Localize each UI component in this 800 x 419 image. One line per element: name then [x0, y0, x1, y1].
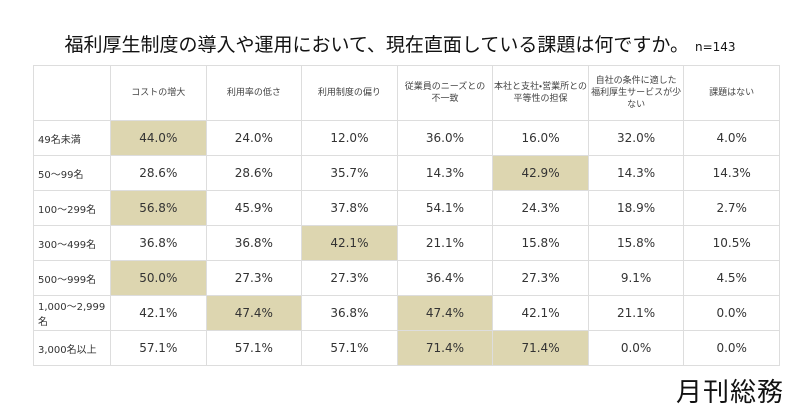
cell: 2.7%: [683, 190, 780, 226]
cell: 42.1%: [301, 225, 398, 261]
cell: 71.4%: [492, 330, 589, 366]
logo: 月刊総務: [675, 378, 784, 408]
cell: 4.0%: [683, 120, 780, 156]
row-label: 50〜99名: [33, 155, 111, 191]
cell: 36.8%: [205, 225, 303, 261]
cell: 0.0%: [683, 330, 780, 366]
row: 3,000名以上 57.1% 57.1% 57.1% 71.4% 71.4% 0.0% 0.0…: [33, 330, 780, 366]
corner-cell: [33, 65, 111, 121]
cell: 0.0%: [587, 330, 685, 366]
cell: 21.1%: [587, 295, 685, 331]
cell: 42.1%: [110, 295, 207, 331]
cell: 24.3%: [492, 190, 589, 226]
cell: 9.1%: [587, 260, 685, 296]
cell: 71.4%: [396, 330, 494, 366]
table-body: 49名未満 44.0% 24.0% 12.0% 36.0% 16.0% 32.0% 4.0% 5…: [33, 120, 780, 366]
row: 49名未満 44.0% 24.0% 12.0% 36.0% 16.0% 32.0% 4.0%: [33, 120, 780, 156]
table: コストの増大 利用率の低さ 利用制度の偏り 従業員のニーズとの 不一致 本社と支社・営業…: [33, 65, 780, 366]
cell: 27.3%: [301, 260, 398, 296]
sample-size: n=143: [694, 40, 736, 54]
cell: 47.4%: [396, 295, 494, 331]
cell: 57.1%: [110, 330, 207, 366]
cell: 47.4%: [205, 295, 303, 331]
row-label: 3,000名以上: [33, 330, 111, 366]
cell: 21.1%: [396, 225, 494, 261]
cell: 32.0%: [587, 120, 685, 156]
row-label: 49名未満: [33, 120, 111, 156]
row: 300〜499名 36.8% 36.8% 42.1% 21.1% 15.8% 15.8% 10…: [33, 225, 780, 261]
cell: 16.0%: [492, 120, 589, 156]
column-header: コストの増大: [110, 65, 207, 121]
cell: 28.6%: [205, 155, 303, 191]
column-header: 課題はない: [683, 65, 780, 121]
column-header: 自社の条件に適した 福利厚生サービスが少ない: [587, 65, 685, 121]
column-header: 従業員のニーズとの 不一致: [396, 65, 494, 121]
cell: 0.0%: [683, 295, 780, 331]
cell: 24.0%: [205, 120, 303, 156]
column-header: 利用制度の偏り: [301, 65, 398, 121]
column-header: 利用率の低さ: [205, 65, 303, 121]
cell: 14.3%: [683, 155, 780, 191]
cell: 28.6%: [110, 155, 207, 191]
cell: 4.5%: [683, 260, 780, 296]
row-label: 300〜499名: [33, 225, 111, 261]
cell: 50.0%: [110, 260, 207, 296]
cell: 42.9%: [492, 155, 589, 191]
row-label: 100〜299名: [33, 190, 111, 226]
cell: 37.8%: [301, 190, 398, 226]
column-header: 本社と支社・営業所との 平等性の担保: [492, 65, 589, 121]
row-label: 1,000〜2,999名: [33, 295, 111, 331]
cell: 35.7%: [301, 155, 398, 191]
cell: 10.5%: [683, 225, 780, 261]
title: 福利厚生制度の導入や運用において、現在直面している課題は何ですか。: [64, 34, 689, 56]
cell: 27.3%: [205, 260, 303, 296]
cell: 36.4%: [396, 260, 494, 296]
cell: 45.9%: [205, 190, 303, 226]
row: 1,000〜2,999名 42.1% 47.4% 36.8% 47.4% 42.1% 21.…: [33, 295, 780, 331]
header-row: コストの増大 利用率の低さ 利用制度の偏り 従業員のニーズとの 不一致 本社と支社・営業…: [33, 65, 780, 121]
row: 100〜299名 56.8% 45.9% 37.8% 54.1% 24.3% 18.9% 2.…: [33, 190, 780, 226]
cell: 57.1%: [205, 330, 303, 366]
cell: 36.8%: [301, 295, 398, 331]
cell: 14.3%: [587, 155, 685, 191]
row: 500〜999名 50.0% 27.3% 27.3% 36.4% 27.3% 9.1% 4.5…: [33, 260, 780, 296]
cell: 57.1%: [301, 330, 398, 366]
cell: 18.9%: [587, 190, 685, 226]
cell: 14.3%: [396, 155, 494, 191]
cell: 36.0%: [396, 120, 494, 156]
cell: 42.1%: [492, 295, 589, 331]
cell: 36.8%: [110, 225, 207, 261]
cell: 56.8%: [110, 190, 207, 226]
row-label: 500〜999名: [33, 260, 111, 296]
cell: 54.1%: [396, 190, 494, 226]
row: 50〜99名 28.6% 28.6% 35.7% 14.3% 42.9% 14.3% 14.3…: [33, 155, 780, 191]
cell: 12.0%: [301, 120, 398, 156]
cell: 15.8%: [587, 225, 685, 261]
cell: 27.3%: [492, 260, 589, 296]
cell: 44.0%: [110, 120, 207, 156]
cell: 15.8%: [492, 225, 589, 261]
title-line: 福利厚生制度の導入や運用において、現在直面している課題は何ですか。 n=143: [0, 30, 800, 57]
